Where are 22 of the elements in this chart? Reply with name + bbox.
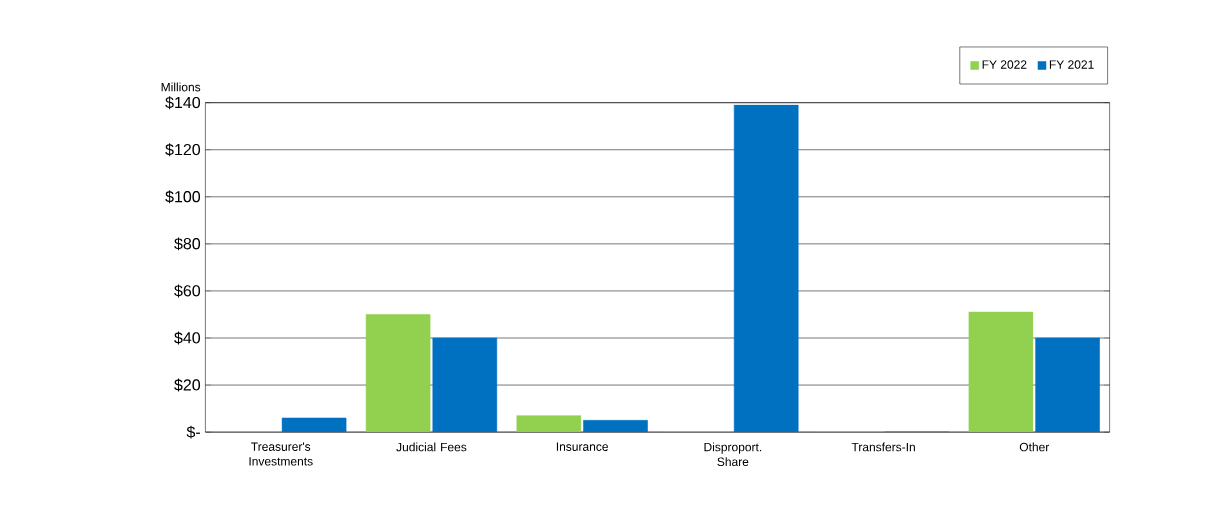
x-tick-label: Other (1019, 442, 1050, 452)
x-tick-label: Transfers-In (851, 442, 915, 452)
bar (583, 419, 648, 432)
x-tick-label: Disproport. Share (704, 442, 762, 466)
legend-label: FY 2021 (1049, 60, 1094, 69)
x-tick-label: Insurance (556, 442, 608, 451)
y-axis-title: Millions (161, 82, 201, 92)
bar (733, 104, 799, 432)
y-tick-label: $- (186, 425, 200, 439)
x-tick-label: Judicial Fees (396, 442, 467, 452)
y-tick-label: $140 (165, 95, 201, 109)
y-tick-label: $60 (174, 284, 201, 298)
y-tick-label: $80 (174, 237, 201, 251)
legend-label: FY 2022 (982, 60, 1027, 69)
y-tick-label: $120 (165, 143, 201, 156)
bar (432, 337, 498, 432)
bar (281, 417, 347, 432)
y-tick-label: $20 (174, 378, 201, 392)
y-tick-label: $100 (165, 190, 201, 204)
x-tick-label: Treasurer's Investments (249, 442, 313, 466)
bar (1035, 337, 1100, 432)
y-tick-label: $40 (174, 331, 201, 345)
